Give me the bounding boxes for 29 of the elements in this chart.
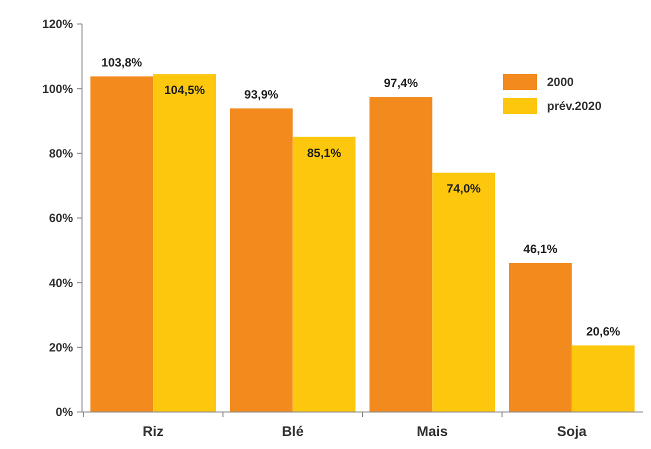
y-tick-label: 0%: [56, 405, 74, 420]
legend-label: 2000: [547, 75, 574, 90]
x-tick-label: Riz: [142, 423, 164, 439]
y-tick-label: 120%: [42, 17, 74, 32]
y-tick-label: 20%: [48, 340, 74, 355]
y-tick-label: 40%: [48, 276, 74, 290]
bar: [432, 172, 496, 412]
data-label: 74,0%: [446, 182, 482, 196]
x-tick-label: Blé: [282, 423, 304, 439]
x-tick-label: Soja: [557, 423, 587, 439]
y-tick-label: 100%: [42, 82, 74, 96]
data-label: 46,1%: [523, 242, 558, 256]
bar: [509, 262, 572, 412]
y-tick-label: 60%: [48, 211, 74, 226]
bar: [90, 76, 154, 412]
y-tick-label: 80%: [48, 146, 74, 161]
bar: [230, 108, 293, 412]
bar: [153, 74, 216, 412]
data-label: 93,9%: [244, 87, 279, 102]
bar: [369, 97, 432, 412]
bar: [572, 345, 635, 412]
data-label: 104,5%: [164, 83, 206, 98]
data-label: 97,4%: [384, 76, 418, 90]
data-label: 85,1%: [307, 146, 342, 160]
data-label: 20,6%: [586, 324, 621, 338]
data-label: 103,8%: [101, 55, 142, 70]
bar: [292, 136, 356, 412]
legend-label: prév.2020: [547, 99, 602, 114]
x-tick-label: Mais: [416, 423, 448, 439]
